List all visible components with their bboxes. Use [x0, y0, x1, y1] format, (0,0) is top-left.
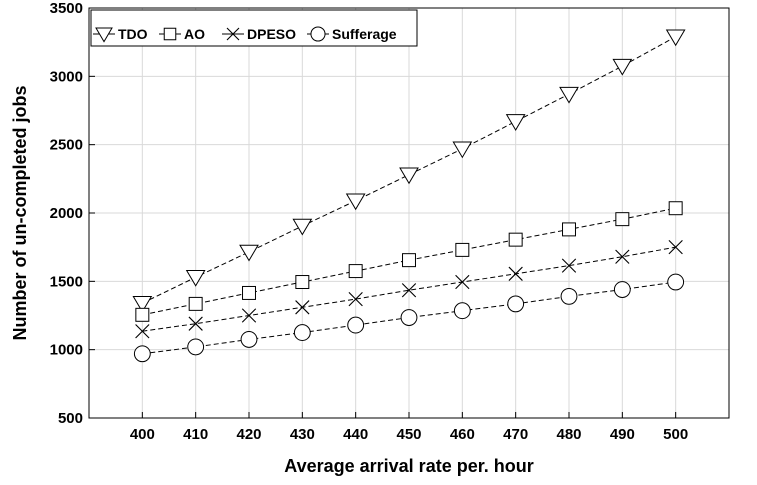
series-layer [132, 29, 686, 363]
y-axis-title: Number of un-completed jobs [10, 85, 30, 340]
y-tick-label: 1000 [50, 342, 83, 359]
y-tick-label: 2500 [50, 137, 83, 154]
triangle-marker [95, 27, 113, 43]
x-marker [348, 291, 363, 307]
circle-marker [240, 330, 258, 348]
y-tick-label: 3500 [50, 0, 83, 17]
triangle-marker [452, 141, 473, 159]
circle-marker [667, 273, 685, 291]
triangle-marker [665, 29, 686, 47]
circle-marker [293, 324, 311, 342]
x-marker [668, 240, 683, 255]
square-marker [455, 242, 470, 257]
circle-marker [560, 287, 578, 305]
triangle-marker [612, 58, 633, 76]
y-tick-label: 1500 [50, 273, 83, 290]
square-marker [242, 285, 256, 300]
triangle-marker [505, 114, 526, 131]
x-tick-label: 490 [610, 426, 635, 443]
square-marker [295, 275, 310, 289]
legend-label: Sufferage [332, 26, 397, 42]
series-ao [135, 201, 683, 322]
x-tick-label: 500 [663, 426, 688, 443]
x-marker [508, 266, 523, 281]
legend-item-sufferage: Sufferage [307, 26, 397, 42]
legend-item-tdo: TDO [93, 26, 148, 43]
x-tick-label: 460 [450, 426, 475, 443]
x-marker [615, 249, 630, 264]
triangle-marker [345, 193, 366, 211]
square-marker [348, 264, 363, 279]
series-line [142, 281, 676, 355]
square-marker [615, 212, 630, 227]
x-marker [455, 274, 470, 290]
series-sufferage [133, 273, 685, 363]
square-marker [562, 222, 576, 237]
x-marker [135, 324, 150, 339]
triangle-marker [399, 167, 419, 185]
circle-marker [507, 295, 525, 313]
legend: TDO AO DPESO Sufferage [90, 9, 418, 47]
x-marker [241, 308, 257, 323]
square-marker [163, 27, 177, 41]
x-tick-label: 450 [396, 426, 421, 443]
series-dpeso [135, 240, 683, 339]
circle-marker [453, 302, 471, 320]
x-tick-label: 410 [183, 426, 208, 443]
x-tick-label: 420 [236, 426, 261, 443]
square-marker [135, 307, 150, 322]
legend-label: AO [184, 26, 205, 42]
x-tick-label: 480 [556, 426, 581, 443]
x-marker [295, 300, 310, 315]
triangle-marker [559, 86, 579, 104]
axis-ticks: 400 410 420 430 440 450 460 470 480 490 500 500 1000… [50, 0, 689, 443]
circle-marker [613, 281, 631, 298]
square-marker [508, 232, 523, 247]
x-marker [188, 316, 203, 331]
grid-lines [89, 7, 729, 419]
series-line [142, 246, 676, 332]
x-tick-label: 470 [503, 426, 528, 443]
circle-marker [187, 338, 205, 356]
x-axis-title: Average arrival rate per. hour [284, 456, 533, 476]
square-marker [188, 296, 203, 311]
legend-box [90, 9, 418, 47]
triangle-marker [239, 244, 259, 262]
y-tick-label: 3000 [50, 68, 83, 85]
x-tick-label: 440 [343, 426, 368, 443]
legend-label: TDO [118, 26, 148, 42]
circle-marker [133, 345, 151, 363]
x-marker [401, 283, 417, 298]
triangle-marker [132, 295, 153, 313]
triangle-marker [292, 218, 313, 236]
circle-marker [347, 316, 365, 334]
circle-marker [310, 26, 326, 42]
x-marker [561, 258, 577, 273]
x-tick-label: 430 [290, 426, 315, 443]
series-tdo [132, 29, 686, 313]
x-marker [226, 27, 240, 41]
legend-item-dpeso: DPESO [222, 26, 296, 42]
triangle-marker [185, 269, 206, 287]
legend-item-ao: AO [159, 26, 205, 42]
circle-marker [400, 309, 418, 326]
x-tick-label: 400 [130, 426, 155, 443]
square-marker [668, 201, 683, 216]
legend-label: DPESO [247, 26, 296, 42]
square-marker [402, 253, 416, 268]
y-tick-label: 500 [58, 410, 83, 427]
y-tick-label: 2000 [50, 205, 83, 222]
